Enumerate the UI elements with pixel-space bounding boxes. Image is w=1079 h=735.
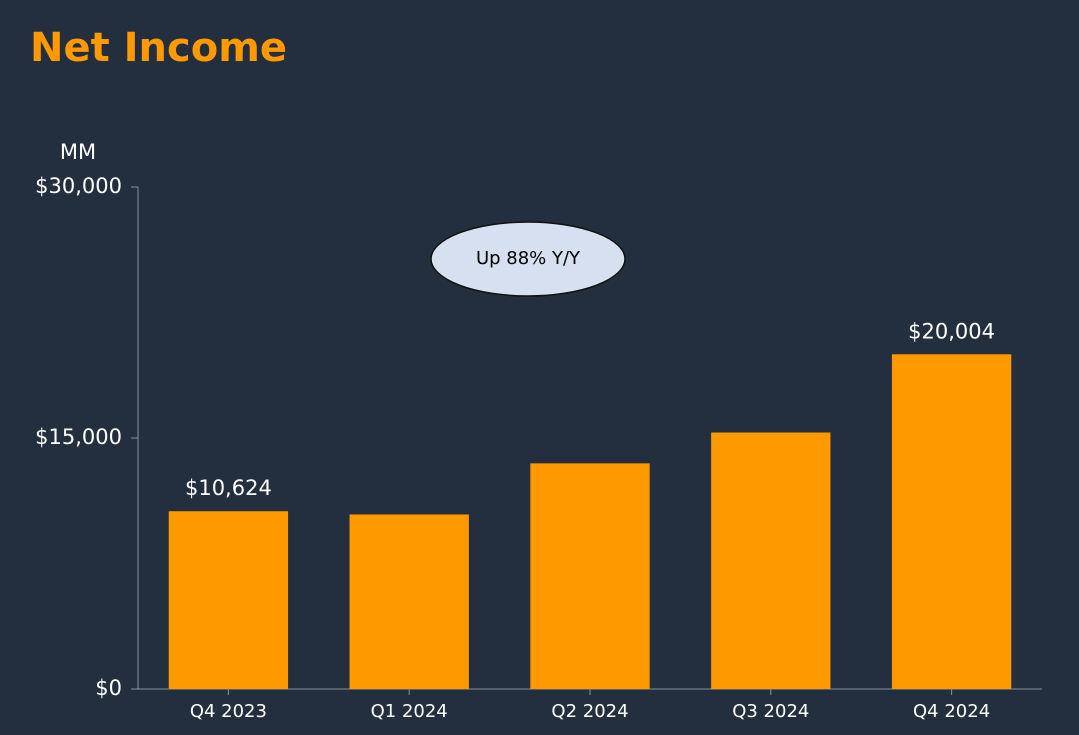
annotation-bubble bbox=[430, 221, 626, 297]
y-tick-label: $15,000 bbox=[35, 425, 122, 449]
bar bbox=[530, 463, 650, 689]
x-tick-label: Q1 2024 bbox=[371, 701, 448, 722]
y-tick-label: $0 bbox=[95, 676, 122, 700]
chart-title: Net Income bbox=[30, 25, 287, 71]
y-tick-label: $30,000 bbox=[35, 174, 122, 198]
annotation: Up 88% Y/Y bbox=[476, 248, 581, 269]
x-tick-label: Q2 2024 bbox=[551, 701, 628, 722]
bar bbox=[891, 354, 1012, 689]
bar bbox=[711, 432, 831, 689]
value-label: $20,004 bbox=[908, 319, 995, 343]
value-label: $10,624 bbox=[185, 476, 272, 500]
x-tick-label: Q4 2024 bbox=[913, 701, 990, 722]
bar bbox=[168, 511, 289, 689]
x-tick-label: Q4 2023 bbox=[190, 701, 267, 722]
x-tick-label: Q3 2024 bbox=[732, 701, 809, 722]
bar bbox=[349, 514, 469, 689]
unit-label: MM bbox=[60, 140, 96, 164]
